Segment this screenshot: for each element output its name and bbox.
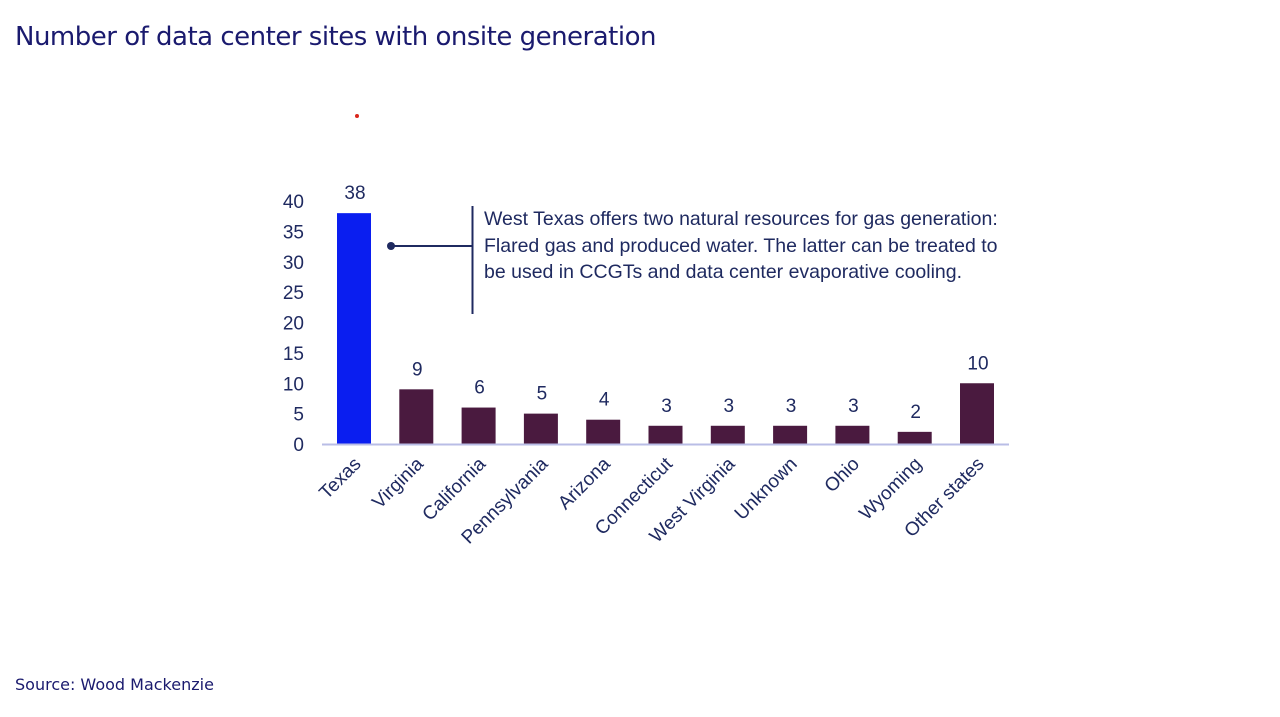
bar-arizona [586,419,621,444]
x-tick-label-arizona: Arizona [554,453,615,514]
bar-connecticut [648,425,683,444]
x-tick-label-texas: Texas [316,454,366,504]
data-label-texas: 38 [344,183,365,204]
y-tick-label: 30 [283,253,304,274]
data-label-pennsylvania: 5 [537,384,548,405]
y-tick-label: 40 [283,192,304,213]
bar-unknown [773,425,808,444]
callout-dot [387,242,395,250]
decorative-dot [355,114,359,118]
y-tick-label: 25 [283,283,304,304]
bar-pennsylvania [523,413,558,444]
bar-ohio [835,425,870,444]
y-tick-label: 15 [283,344,304,365]
data-label-ohio: 3 [848,396,859,417]
x-tick-label-ohio: Ohio [821,454,864,497]
data-label-wyoming: 2 [910,402,921,423]
y-tick-label: 35 [283,222,304,243]
y-tick-label: 10 [283,374,304,395]
bar-other-states [960,383,994,444]
y-axis-ticks: 0 5 10 15 20 25 30 35 40 [283,192,304,456]
data-label-arizona: 4 [599,390,610,411]
source-note: Source: Wood Mackenzie [15,675,214,694]
data-labels: 38 9 6 5 4 3 3 3 3 2 10 [344,183,988,423]
bars [337,213,994,444]
y-tick-label: 0 [293,435,304,456]
data-label-west-virginia: 3 [724,396,735,417]
bar-california [461,407,496,444]
bar-virginia [399,389,434,444]
y-tick-label: 5 [293,405,304,426]
x-tick-label-unknown: Unknown [731,454,802,525]
data-label-connecticut: 3 [661,396,672,417]
bar-west-virginia [710,425,745,444]
annotation-text: West Texas offers two natural resources … [484,208,998,283]
bar-wyoming [897,431,932,444]
data-label-california: 6 [474,378,485,399]
page-title: Number of data center sites with onsite … [15,22,656,52]
data-label-other-states: 10 [967,353,988,374]
bar-texas [337,213,371,444]
data-label-virginia: 9 [412,359,423,380]
x-tick-label-virginia: Virginia [368,453,428,513]
annotation-callout [387,206,474,314]
y-tick-label: 20 [283,314,304,335]
data-label-unknown: 3 [786,396,797,417]
